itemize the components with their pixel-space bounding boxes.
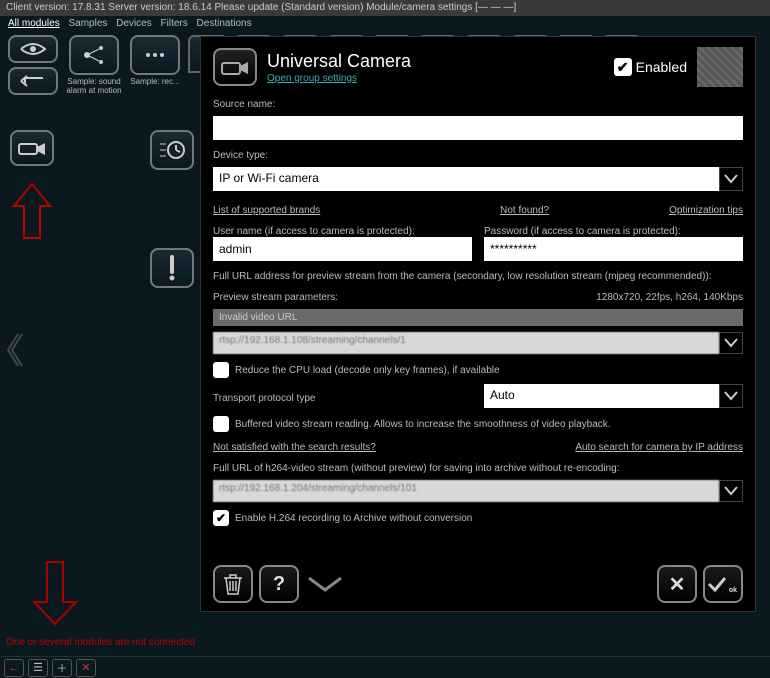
enabled-checkbox[interactable]: ✔ — [614, 58, 632, 76]
cancel-button[interactable]: ✕ — [657, 565, 697, 603]
add-button[interactable]: ＋ — [52, 659, 72, 677]
ok-button[interactable]: ok — [703, 565, 743, 603]
prev-arrow-icon[interactable] — [4, 330, 24, 370]
username-input[interactable] — [213, 237, 472, 261]
chevron-down-icon[interactable] — [719, 167, 743, 191]
menu-devices[interactable]: Devices — [116, 18, 152, 29]
camera-module-icon[interactable] — [10, 130, 54, 166]
camera-thumbnail — [697, 47, 743, 87]
camera-icon — [213, 48, 257, 86]
alert-icon[interactable] — [150, 248, 194, 288]
full-url-label: Full URL address for preview stream from… — [213, 271, 743, 282]
reduce-cpu-label: Reduce the CPU load (decode only key fra… — [235, 365, 500, 376]
transport-label: Transport protocol type — [213, 393, 472, 404]
expand-down-icon[interactable] — [305, 576, 651, 592]
delete-button[interactable] — [213, 565, 253, 603]
help-button[interactable]: ? — [259, 565, 299, 603]
not-satisfied-link[interactable]: Not satisfied with the search results? — [213, 442, 376, 453]
preview-params-value: 1280x720, 22fps, h264, 140Kbps — [596, 292, 743, 303]
username-label: User name (if access to camera is protec… — [213, 226, 472, 237]
preview-url-input[interactable]: rtsp://192.168.1.108/streaming/channels/… — [213, 332, 719, 354]
list-brands-link[interactable]: List of supported brands — [213, 205, 320, 216]
up-arrow-indicator-icon — [10, 182, 54, 242]
down-arrow-indicator-icon — [30, 558, 80, 628]
side-icons — [150, 130, 194, 288]
device-type-label: Device type: — [213, 150, 743, 161]
eye-icon[interactable] — [8, 35, 58, 63]
not-found-link[interactable]: Not found? — [500, 205, 549, 216]
menu-destinations[interactable]: Destinations — [197, 18, 252, 29]
back-button[interactable]: ← — [4, 659, 24, 677]
enable-h264-checkbox[interactable]: ✔ — [213, 510, 229, 526]
source-name-input[interactable] — [213, 116, 743, 140]
panel-title: Universal Camera — [267, 51, 411, 72]
menu-filters[interactable]: Filters — [161, 18, 188, 29]
list-button[interactable]: ☰ — [28, 659, 48, 677]
password-input[interactable] — [484, 237, 743, 261]
schedule-icon[interactable] — [150, 130, 194, 170]
h264-url-label: Full URL of h264-video stream (without p… — [213, 463, 743, 474]
auto-search-link[interactable]: Auto search for camera by IP address — [575, 442, 743, 453]
network-icon[interactable] — [69, 35, 119, 75]
buffered-label: Buffered video stream reading. Allows to… — [235, 419, 611, 430]
dots-icon[interactable] — [130, 35, 180, 75]
h264-url-input[interactable]: rtsp://192.168.1.204/streaming/channels/… — [213, 480, 719, 502]
title-bar: Client version: 17.8.31 Server version: … — [0, 0, 770, 16]
back-arrow-icon[interactable] — [8, 67, 58, 95]
camera-settings-panel: Universal Camera Open group settings ✔ E… — [200, 36, 756, 612]
optimization-tips-link[interactable]: Optimization tips — [669, 205, 743, 216]
preview-params-label: Preview stream parameters: — [213, 292, 338, 303]
bottom-bar: ← ☰ ＋ ✕ — [0, 656, 770, 678]
sample-sound-label: Sample: sound alarm at motion — [66, 77, 122, 95]
close-button[interactable]: ✕ — [76, 659, 96, 677]
buffered-checkbox[interactable] — [213, 416, 229, 432]
reduce-cpu-checkbox[interactable] — [213, 362, 229, 378]
transport-select[interactable]: Auto — [484, 384, 719, 408]
source-name-label: Source name: — [213, 99, 743, 110]
password-label: Password (if access to camera is protect… — [484, 226, 743, 237]
module-warning: One or several modules are not connected — [6, 637, 195, 648]
invalid-url-warning: Invalid video URL — [213, 309, 743, 326]
open-group-settings-link[interactable]: Open group settings — [267, 73, 357, 84]
device-type-select[interactable]: IP or Wi-Fi camera — [213, 167, 719, 191]
left-rail — [10, 130, 54, 242]
sample-rec-label: Sample: rec... — [130, 77, 179, 86]
chevron-down-icon[interactable] — [719, 480, 743, 502]
enable-h264-label: Enable H.264 recording to Archive withou… — [235, 513, 472, 524]
chevron-down-icon[interactable] — [719, 332, 743, 354]
menu-bar: All modules Samples Devices Filters Dest… — [0, 16, 770, 31]
menu-all-modules[interactable]: All modules — [8, 18, 60, 29]
enabled-label: Enabled — [636, 59, 687, 75]
chevron-down-icon[interactable] — [719, 384, 743, 408]
menu-samples[interactable]: Samples — [68, 18, 107, 29]
